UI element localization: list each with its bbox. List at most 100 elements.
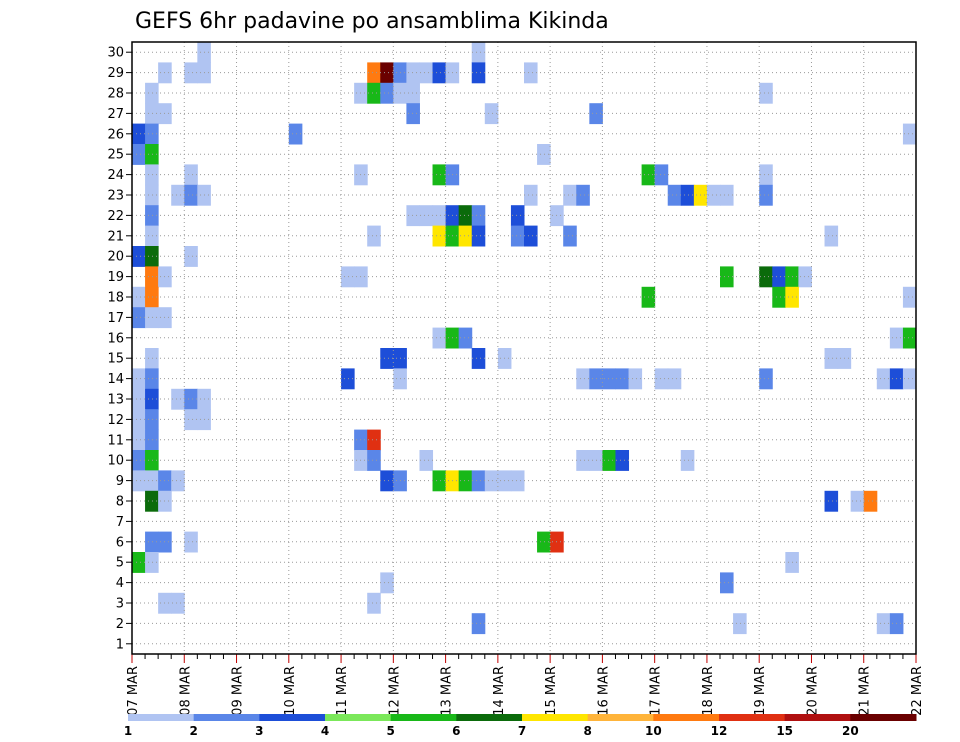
heatmap-cell xyxy=(759,368,773,390)
heatmap-cell xyxy=(132,307,146,329)
x-tick-label: 22 MAR xyxy=(910,666,925,716)
heatmap-cell xyxy=(680,450,695,471)
y-tick-label: 11 xyxy=(107,433,124,448)
heatmap-cell xyxy=(145,164,159,186)
legend-swatch xyxy=(850,714,917,721)
heatmap-cell xyxy=(341,368,355,390)
legend-label: 20 xyxy=(842,724,859,738)
y-tick-label: 17 xyxy=(107,311,124,326)
heatmap-cell xyxy=(184,246,198,267)
heatmap-cell xyxy=(184,62,198,84)
heatmap-cell xyxy=(145,225,159,247)
heatmap-cell xyxy=(367,429,381,451)
y-tick-label: 18 xyxy=(107,291,124,306)
heatmap-cell xyxy=(471,348,486,369)
x-tick-label: 19 MAR xyxy=(753,666,768,716)
heatmap-cell xyxy=(850,490,865,512)
heatmap-cell xyxy=(798,266,812,288)
heatmap-cell xyxy=(367,450,381,471)
x-tick-label: 20 MAR xyxy=(805,666,820,716)
legend-label: 10 xyxy=(645,724,662,738)
legend-swatch xyxy=(390,714,457,721)
y-tick-label: 28 xyxy=(107,87,124,102)
heatmap-cell xyxy=(171,184,185,206)
heatmap-cell xyxy=(419,450,434,471)
heatmap-cell xyxy=(432,205,447,227)
heatmap-cell xyxy=(145,246,159,267)
heatmap-cell xyxy=(576,184,590,206)
legend-swatch xyxy=(325,714,392,721)
heatmap-cell xyxy=(132,470,146,492)
heatmap-cell xyxy=(471,225,486,247)
y-tick-label: 22 xyxy=(107,209,124,224)
gridlines xyxy=(132,42,916,654)
legend-label: 2 xyxy=(189,724,197,738)
heatmap-cell xyxy=(471,205,486,227)
x-tick-label: 18 MAR xyxy=(701,666,716,716)
heatmap-cell xyxy=(863,490,878,512)
y-tick-label: 9 xyxy=(116,474,124,489)
heatmap-cell xyxy=(654,368,669,390)
heatmap-cell xyxy=(145,307,159,329)
heatmap-cell xyxy=(132,144,146,165)
heatmap-cell xyxy=(132,246,146,267)
y-tick-label: 21 xyxy=(107,229,124,244)
heatmap-cell xyxy=(432,225,447,247)
heatmap-cell xyxy=(145,144,159,165)
heatmap-cell xyxy=(772,266,786,288)
legend-swatch xyxy=(128,714,195,721)
heatmap-cell xyxy=(537,144,551,165)
heatmap-cell xyxy=(367,82,381,104)
y-tick-label: 3 xyxy=(116,597,124,612)
x-tick-label: 07 MAR xyxy=(126,666,141,716)
heatmap-cell xyxy=(145,531,159,553)
heatmap-cell xyxy=(458,225,473,247)
heatmap-cell xyxy=(902,327,917,349)
heatmap-cell xyxy=(654,164,669,186)
y-tick-label: 6 xyxy=(116,535,124,550)
y-tick-label: 1 xyxy=(116,637,124,652)
heatmap-cell xyxy=(720,184,734,206)
legend-swatch xyxy=(784,714,851,721)
color-legend: 1 2 3 4 5 6 7 8 10 12 15 20 xyxy=(124,714,917,738)
y-tick-label: 7 xyxy=(116,515,124,530)
y-tick-label: 15 xyxy=(107,352,124,367)
y-tick-label: 29 xyxy=(107,66,124,81)
heatmap-cell xyxy=(145,490,159,512)
y-tick-label: 26 xyxy=(107,127,124,142)
heatmap-cell xyxy=(510,470,525,492)
y-tick-label: 20 xyxy=(107,250,124,265)
heatmap-cell xyxy=(902,123,917,145)
heatmap-cell xyxy=(184,388,198,410)
heatmap-cell xyxy=(341,266,355,288)
heatmap-cell xyxy=(145,286,159,308)
heatmap-cell xyxy=(419,205,434,227)
y-tick-label: 24 xyxy=(107,168,124,183)
heatmap-cell xyxy=(145,409,159,431)
legend-label: 7 xyxy=(518,724,526,738)
heatmap-cell xyxy=(458,205,473,227)
x-tick-label: 14 MAR xyxy=(492,666,507,716)
heatmap-cell xyxy=(876,368,891,390)
y-axis-ticks: 1234567891011121314151617181920212223242… xyxy=(107,46,132,652)
legend-label: 15 xyxy=(776,724,793,738)
heatmap-cell xyxy=(184,409,198,431)
heatmap-cell xyxy=(132,409,146,431)
heatmap-cell xyxy=(824,348,839,369)
heatmap-cell xyxy=(184,531,198,553)
legend-swatch xyxy=(522,714,589,721)
legend-label: 6 xyxy=(452,724,460,738)
heatmap-cell xyxy=(171,388,185,410)
heatmap-cell xyxy=(563,225,577,247)
x-tick-label: 09 MAR xyxy=(231,666,246,716)
legend-label: 1 xyxy=(124,724,132,738)
x-tick-label: 13 MAR xyxy=(440,666,455,716)
heatmap-cell xyxy=(132,368,146,390)
heatmap-cell xyxy=(458,327,473,349)
x-axis-ticks: 07 MAR 08 MAR 09 MAR 10 MAR 11 MAR 12 MAR 13 M… xyxy=(126,654,925,716)
heatmap-cell xyxy=(380,572,394,594)
y-tick-label: 30 xyxy=(107,46,124,61)
legend-label: 4 xyxy=(321,724,329,738)
x-tick-label: 15 MAR xyxy=(544,666,559,716)
heatmap-cell xyxy=(380,348,394,369)
